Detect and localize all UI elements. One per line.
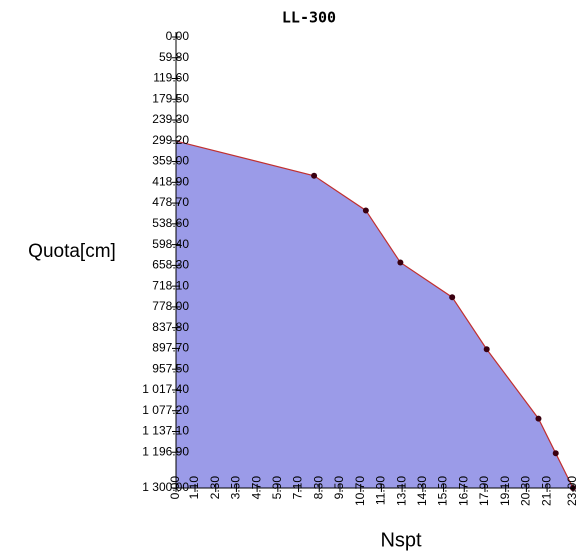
marker: [449, 294, 456, 301]
x-tick-label: 13.10: [394, 476, 408, 506]
y-tick-label: 119.60: [153, 71, 189, 85]
x-tick-label: 21.50: [539, 476, 553, 506]
y-tick-label: 897.70: [152, 341, 189, 355]
y-tick-label: 718.10: [152, 278, 189, 292]
y-tick-label: 359.00: [152, 154, 189, 168]
x-tick-label: 17.90: [477, 476, 491, 506]
y-tick-label: 658.30: [152, 258, 189, 272]
marker: [535, 415, 542, 422]
marker: [483, 346, 490, 353]
x-tick-label: 8.30: [311, 476, 325, 500]
y-tick-label: 59.80: [159, 50, 189, 64]
y-tick-label: 299.20: [152, 133, 189, 147]
area-fill: [176, 141, 573, 489]
y-tick-label: 239.30: [152, 112, 189, 126]
x-tick-label: 20.30: [519, 476, 533, 506]
x-tick-label: 10.70: [353, 476, 367, 506]
x-tick-label: 14.30: [415, 476, 429, 506]
y-tick-label: 478.70: [152, 195, 189, 209]
y-tick-label: 538.60: [152, 216, 189, 230]
y-tick-label: 179.50: [152, 91, 189, 105]
y-tick-label: 1 077.20: [142, 403, 189, 417]
y-tick-label: 1 137.10: [142, 424, 189, 438]
x-tick-label: 1.10: [187, 476, 201, 500]
x-axis-label: Nspt: [380, 529, 422, 551]
x-tick-label: 0.00: [168, 476, 182, 500]
y-tick-label: 837.80: [152, 320, 189, 334]
marker: [552, 450, 559, 457]
y-tick-label: 418.90: [152, 174, 189, 188]
x-tick-label: 11.90: [374, 476, 388, 505]
y-tick-label: 957.50: [152, 361, 189, 375]
x-tick-label: 2.30: [208, 476, 222, 500]
y-tick-label: 0.00: [166, 29, 190, 43]
x-tick-label: 9.50: [332, 476, 346, 500]
marker: [397, 259, 404, 266]
y-tick-label: 1 300.00: [142, 480, 189, 494]
y-tick-label: 778.00: [152, 299, 189, 313]
x-tick-label: 4.70: [249, 476, 263, 500]
x-tick-label: 16.70: [456, 476, 470, 506]
x-tick-label: 23.00: [565, 476, 579, 506]
marker: [311, 172, 318, 179]
y-tick-label: 598.40: [152, 237, 189, 251]
y-tick-label: 1 017.40: [142, 382, 189, 396]
x-tick-label: 3.50: [229, 476, 243, 500]
x-tick-label: 7.10: [291, 476, 305, 500]
chart-title: LL-300: [282, 9, 336, 27]
x-tick-label: 19.10: [498, 476, 512, 506]
y-tick-label: 1 196.90: [142, 444, 189, 458]
marker: [362, 207, 369, 214]
y-axis-label: Quota[cm]: [28, 241, 116, 262]
x-tick-label: 5.90: [270, 476, 284, 500]
x-tick-label: 15.50: [436, 476, 450, 506]
